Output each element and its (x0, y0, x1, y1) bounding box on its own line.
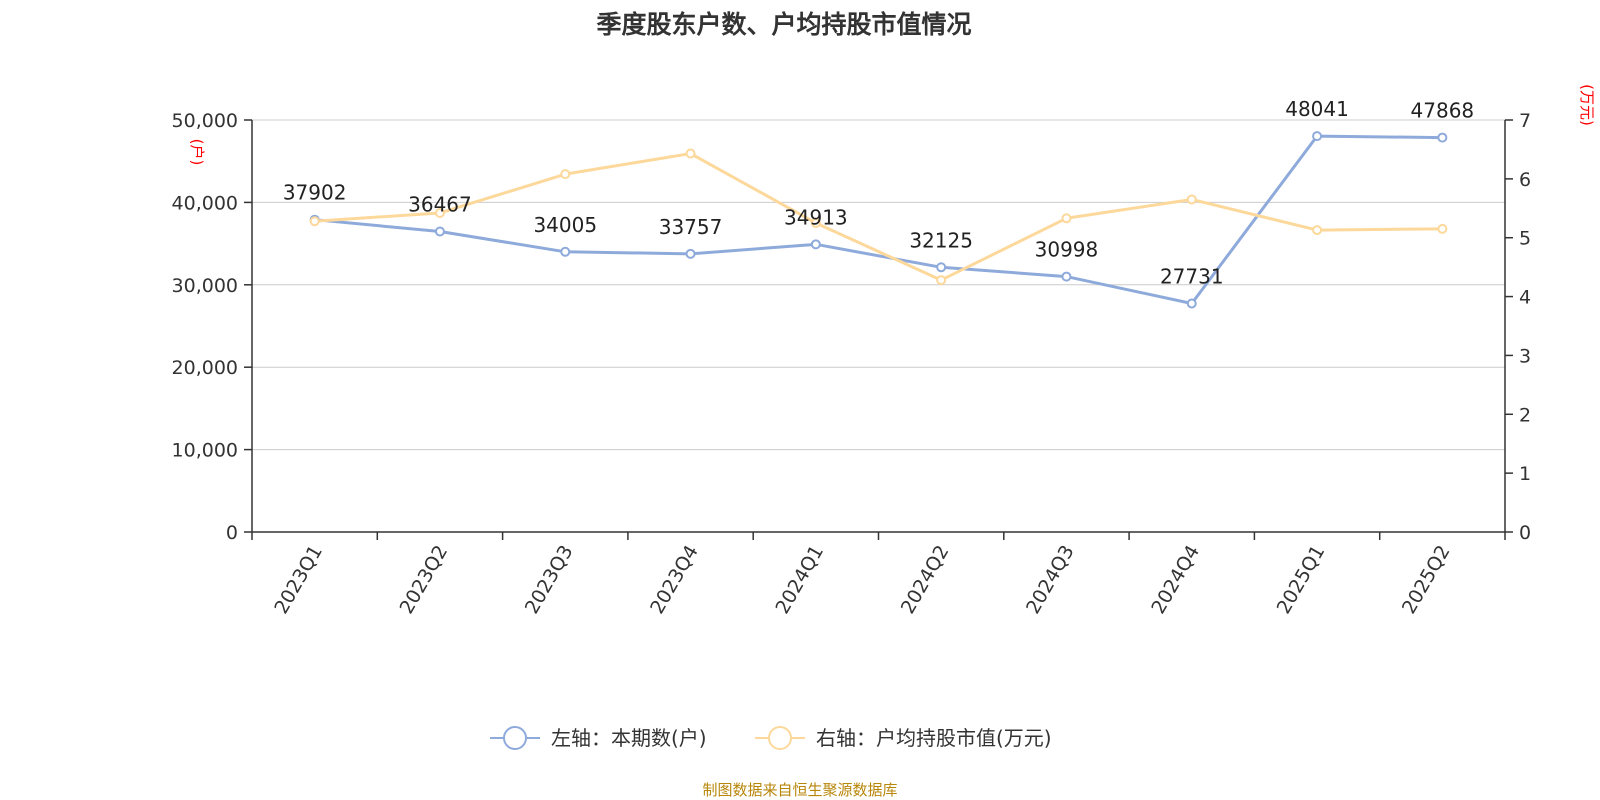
series-line-left (314, 134, 1443, 305)
legend-right-label: 右轴：户均持股市值(万元) (816, 726, 1052, 750)
right-axis-tick-label: 6 (1519, 169, 1531, 191)
right-axis-unit-label: (万元) (1578, 84, 1596, 126)
data-point-right (1186, 194, 1197, 205)
data-point-left (560, 246, 571, 257)
right-axis-tick-label: 0 (1519, 522, 1531, 544)
right-axis-tick-label: 2 (1519, 404, 1531, 426)
x-axis-tick-label: 2025Q1 (1273, 542, 1330, 618)
left-axis-tick-label: 50,000 (172, 110, 238, 132)
left-axis-unit-label: (户) (188, 139, 206, 166)
data-point-right (560, 169, 571, 180)
x-axis-tick-label: 2023Q2 (396, 542, 453, 618)
x-axis-tick-label: 2023Q4 (646, 542, 703, 618)
x-axis-tick-label: 2023Q1 (270, 542, 327, 618)
right-axis-tick-label: 1 (1519, 463, 1531, 485)
series-line-right (314, 152, 1443, 282)
data-label: 47868 (1411, 99, 1475, 123)
left-axis-tick-label: 40,000 (172, 192, 238, 214)
data-label: 33757 (659, 215, 723, 239)
data-point-right (309, 216, 320, 227)
data-point-right (1061, 213, 1072, 224)
left-axis-tick-label: 20,000 (172, 357, 238, 379)
data-label: 34005 (533, 213, 597, 237)
data-point-left (810, 239, 821, 250)
legend-left-marker-icon (503, 726, 527, 750)
data-point-right (810, 218, 821, 228)
right-axis-tick-label: 5 (1519, 228, 1531, 250)
data-point-left (685, 248, 696, 259)
data-point-left (1437, 132, 1448, 143)
right-axis-tick-label: 7 (1519, 110, 1531, 132)
chart-title: 季度股东户数、户均持股市值情况 (596, 10, 971, 39)
x-axis-tick-label: 2024Q3 (1022, 542, 1079, 618)
left-axis-tick-label: 0 (226, 522, 238, 544)
source-note: 制图数据来自恒生聚源数据库 (702, 781, 897, 799)
series-lines (309, 131, 1448, 309)
data-point-right (1312, 225, 1323, 236)
x-axis-tick-label: 2024Q2 (897, 542, 954, 618)
legend-item-left-series[interactable]: 左轴：本期数(户) (490, 726, 707, 750)
right-axis-tick-label: 3 (1519, 345, 1531, 367)
data-label: 37902 (283, 181, 347, 205)
left-axis-tick-label: 10,000 (172, 440, 238, 462)
x-axis-tick-label: 2023Q3 (521, 542, 578, 618)
data-point-left (1186, 298, 1197, 309)
data-point-left (1312, 131, 1323, 142)
data-label: 34913 (784, 205, 848, 229)
data-point-right (936, 275, 947, 286)
legend-left-label: 左轴：本期数(户) (551, 726, 707, 750)
data-point-right (685, 148, 696, 159)
data-point-right (434, 207, 445, 218)
gridlines (252, 119, 1505, 451)
right-axis-tick-label: 4 (1519, 287, 1531, 309)
left-axis-tick-label: 30,000 (172, 275, 238, 297)
legend: 左轴：本期数(户) 右轴：户均持股市值(万元) (490, 726, 1052, 750)
x-axis-tick-label: 2025Q2 (1398, 542, 1455, 618)
data-point-left (1061, 271, 1072, 282)
axes: (户) (万元) 0 10,000 20,000 30,000 40,000 50,000… (172, 84, 1596, 618)
data-label: 27731 (1160, 264, 1224, 288)
data-point-right (1437, 223, 1448, 234)
data-point-left (936, 262, 947, 273)
legend-right-marker-icon (768, 726, 792, 750)
data-label: 36467 (408, 193, 472, 217)
data-point-left (434, 226, 445, 237)
data-label: 30998 (1035, 238, 1099, 262)
x-axis-tick-label: 2024Q4 (1147, 542, 1204, 618)
data-labels: 37902 36467 34005 33757 34913 32125 30998 27731… (283, 97, 1474, 288)
legend-item-right-series[interactable]: 右轴：户均持股市值(万元) (755, 726, 1052, 750)
data-label: 32125 (909, 228, 973, 252)
data-label: 48041 (1285, 97, 1349, 121)
x-axis-tick-label: 2024Q1 (771, 542, 828, 618)
